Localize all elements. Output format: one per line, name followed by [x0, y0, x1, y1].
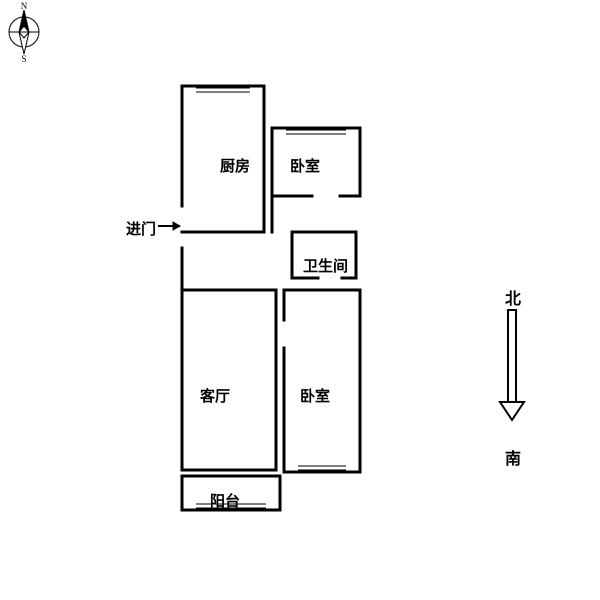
bedroom2-label: 卧室: [300, 385, 330, 406]
entrance-arrow-icon: [158, 222, 180, 230]
south-label: 南: [505, 445, 521, 469]
entrance-label: 进门: [126, 218, 156, 239]
kitchen-label: 厨房: [220, 155, 250, 176]
compass-s-label: S: [21, 54, 26, 62]
compass-icon: N S: [2, 2, 46, 62]
direction-arrow-icon: [500, 310, 524, 420]
north-label: 北: [505, 285, 521, 309]
bedroom1-label: 卧室: [290, 155, 320, 176]
balcony-label: 阳台: [210, 490, 240, 511]
bathroom-label: 卫生间: [303, 255, 348, 276]
compass-n-label: N: [21, 2, 28, 11]
living-label: 客厅: [200, 385, 230, 406]
